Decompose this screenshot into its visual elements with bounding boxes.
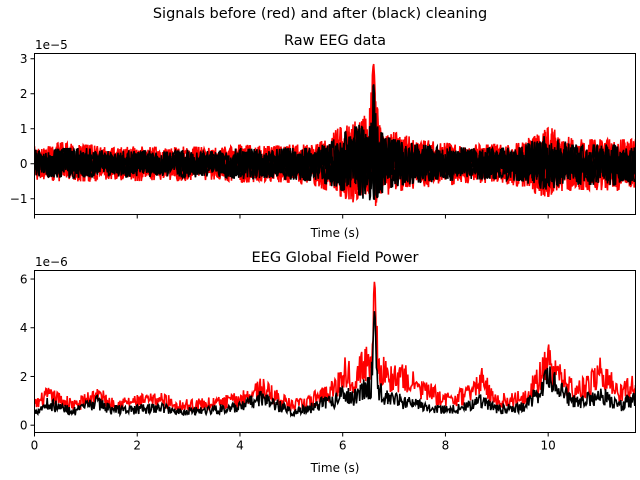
x-tick-label: 8	[442, 439, 450, 453]
y-tick-label: 1	[20, 122, 28, 136]
x-tick-label: 6	[339, 439, 347, 453]
series-after-channel-line	[34, 129, 636, 200]
x-tick-label: 0	[31, 439, 39, 453]
y-tick-label: −1	[10, 192, 28, 206]
x-tick-label: 2	[133, 439, 141, 453]
subplot-raw-eeg-ticks: −1 0 1 2 3	[10, 52, 549, 219]
y-tick-label: 2	[20, 370, 28, 384]
series-after-gfp-line	[34, 311, 636, 418]
x-tick-label: 4	[236, 439, 244, 453]
y-tick-label: 4	[20, 321, 28, 335]
y-tick-label: 0	[20, 157, 28, 171]
subplot-raw-eeg-xlabel: Time (s)	[310, 226, 360, 240]
figure-suptitle: Signals before (red) and after (black) c…	[153, 6, 487, 22]
y-tick-label: 0	[20, 418, 28, 432]
y-tick-label: 6	[20, 272, 28, 286]
subplot-gfp-ticks: 0 2 4 6 8 10 0 2 4 6	[20, 272, 556, 452]
y-tick-label: 3	[20, 52, 28, 66]
series-before-gfp-line	[34, 281, 636, 415]
subplot-raw-eeg: Raw EEG data 1e−5 −1 0 1 2 3 Time (s)	[10, 33, 636, 240]
subplot-gfp: EEG Global Field Power 1e−6 0 2 4 6 8 100246 …	[20, 250, 636, 475]
subplot-raw-eeg-series	[34, 63, 636, 207]
subplot-gfp-frame	[34, 270, 636, 433]
subplot-raw-eeg-frame	[34, 53, 636, 215]
subplot-raw-eeg-offset-label: 1e−5	[35, 38, 68, 52]
x-tick-label: 10	[541, 439, 556, 453]
subplot-gfp-title: EEG Global Field Power	[252, 250, 419, 266]
subplot-gfp-offset-label: 1e−6	[35, 255, 68, 269]
y-tick-label: 2	[20, 87, 28, 101]
subplot-raw-eeg-title: Raw EEG data	[284, 33, 386, 49]
subplot-gfp-series	[34, 281, 636, 418]
subplot-gfp-xlabel: Time (s)	[310, 461, 360, 475]
